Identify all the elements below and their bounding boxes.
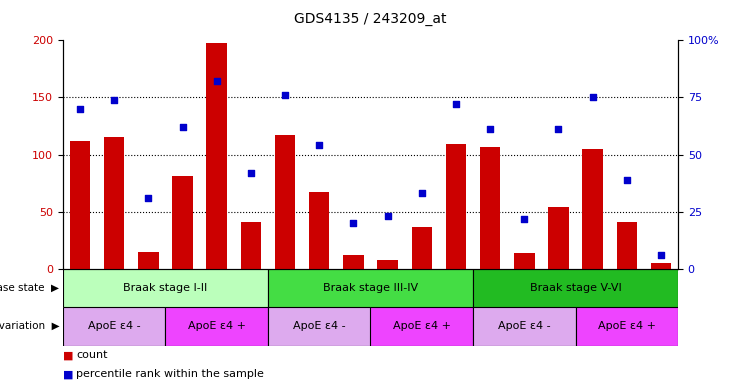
Bar xyxy=(63,307,165,346)
Text: percentile rank within the sample: percentile rank within the sample xyxy=(76,369,265,379)
Point xyxy=(450,101,462,108)
Point xyxy=(74,106,86,112)
Bar xyxy=(70,141,90,269)
Bar xyxy=(241,222,261,269)
Bar xyxy=(207,43,227,269)
Point xyxy=(245,170,257,176)
Point xyxy=(484,126,496,132)
Point xyxy=(348,220,359,226)
Text: ApoE ε4 -: ApoE ε4 - xyxy=(293,321,345,331)
Point xyxy=(587,94,599,101)
Bar xyxy=(480,147,500,269)
Bar xyxy=(173,176,193,269)
Bar xyxy=(377,260,398,269)
Text: disease state  ▶: disease state ▶ xyxy=(0,283,59,293)
Bar xyxy=(514,253,534,269)
Point xyxy=(518,215,530,222)
Text: ApoE ε4 +: ApoE ε4 + xyxy=(393,321,451,331)
Point xyxy=(176,124,188,130)
Point xyxy=(142,195,154,201)
Bar xyxy=(343,255,364,269)
Text: Braak stage I-II: Braak stage I-II xyxy=(123,283,207,293)
Text: genotype/variation  ▶: genotype/variation ▶ xyxy=(0,321,59,331)
Bar xyxy=(138,252,159,269)
Bar xyxy=(309,192,330,269)
Bar xyxy=(445,144,466,269)
Bar xyxy=(63,269,268,307)
Bar xyxy=(548,207,568,269)
Bar xyxy=(268,269,473,307)
Point xyxy=(108,97,120,103)
Point xyxy=(313,142,325,149)
Text: ApoE ε4 +: ApoE ε4 + xyxy=(598,321,656,331)
Bar xyxy=(473,269,678,307)
Bar xyxy=(370,307,473,346)
Point xyxy=(416,190,428,197)
Point xyxy=(382,213,393,219)
Text: ■: ■ xyxy=(63,369,77,379)
Text: Braak stage III-IV: Braak stage III-IV xyxy=(323,283,418,293)
Bar xyxy=(617,222,637,269)
Text: GDS4135 / 243209_at: GDS4135 / 243209_at xyxy=(294,12,447,25)
Text: ApoE ε4 -: ApoE ε4 - xyxy=(498,321,551,331)
Bar xyxy=(275,135,296,269)
Point xyxy=(655,252,667,258)
Bar xyxy=(473,307,576,346)
Point xyxy=(279,92,291,98)
Text: Braak stage V-VI: Braak stage V-VI xyxy=(530,283,622,293)
Bar xyxy=(104,137,124,269)
Point xyxy=(210,78,222,84)
Bar xyxy=(268,307,370,346)
Bar xyxy=(582,149,603,269)
Bar xyxy=(576,307,678,346)
Bar xyxy=(165,307,268,346)
Text: count: count xyxy=(76,350,108,360)
Bar xyxy=(651,263,671,269)
Bar xyxy=(411,227,432,269)
Text: ApoE ε4 -: ApoE ε4 - xyxy=(88,321,141,331)
Point xyxy=(553,126,565,132)
Text: ApoE ε4 +: ApoE ε4 + xyxy=(187,321,246,331)
Text: ■: ■ xyxy=(63,350,77,360)
Point xyxy=(621,177,633,183)
